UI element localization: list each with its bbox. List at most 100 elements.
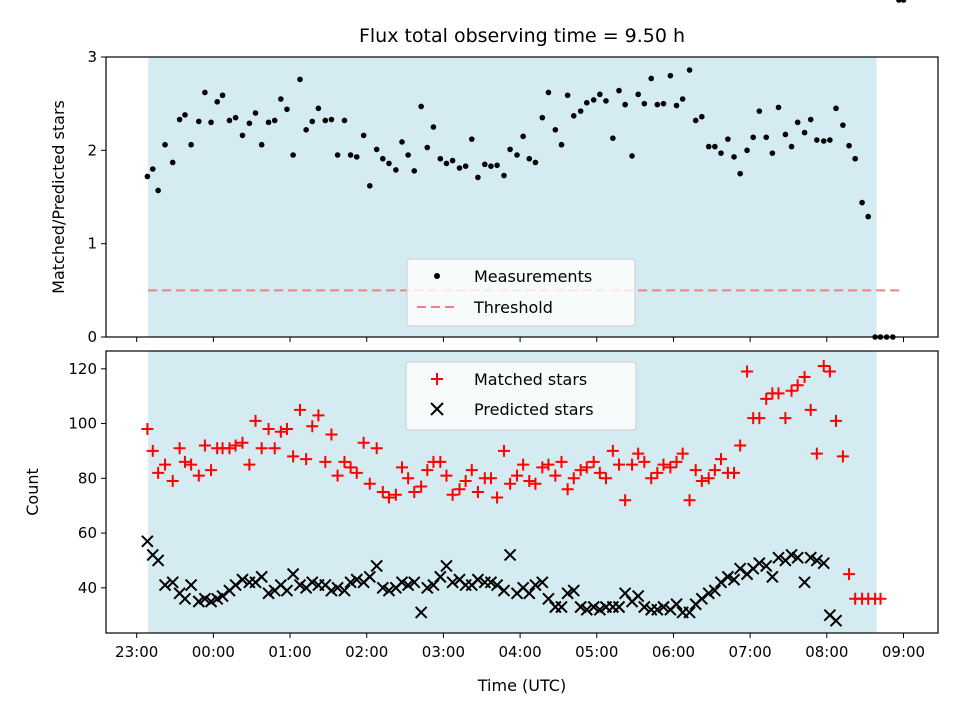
matched-point (376, 486, 389, 498)
measurement-point (246, 120, 253, 127)
predicted-point (683, 606, 696, 619)
measurement-point (322, 117, 329, 124)
matched-point (236, 436, 249, 449)
predicted-point (350, 573, 363, 586)
predicted-point (395, 576, 409, 589)
matched-point (440, 469, 453, 482)
matched-point (249, 414, 262, 427)
measurement-point (507, 146, 513, 153)
measurement-point (386, 160, 392, 167)
predicted-point (714, 576, 728, 589)
measurement-point (258, 141, 265, 148)
measurement-point (603, 98, 609, 104)
predicted-point (286, 567, 300, 581)
predicted-point (785, 548, 798, 562)
matched-point (389, 488, 402, 501)
measurement-point (208, 119, 214, 126)
predicted-point (280, 584, 294, 597)
matched-point (689, 464, 702, 477)
measurement-point (188, 141, 194, 148)
bottom-y-axis: 40 60 80 100 120 (68, 360, 106, 597)
matched-point (785, 384, 798, 397)
predicted-point (760, 559, 773, 573)
predicted-point (733, 562, 747, 575)
predicted-point (293, 578, 307, 592)
matched-point (415, 480, 428, 493)
measurement-point (380, 155, 386, 162)
predicted-point (331, 581, 344, 595)
predicted-point (192, 595, 205, 608)
predicted-point (471, 573, 485, 586)
bottom-y-tick-label: 60 (78, 524, 97, 542)
measurement-point (539, 114, 546, 121)
matched-point (504, 477, 517, 490)
measurement-point (635, 91, 641, 98)
measurement-point (278, 96, 284, 102)
measurement-point (411, 168, 418, 174)
measurement-point (648, 75, 655, 82)
predicted-point (574, 600, 587, 614)
predicted-point (216, 589, 229, 603)
matched-point (382, 491, 395, 504)
chart-title: Flux total observing time = 9.50 h (359, 25, 685, 47)
matched-point (619, 494, 632, 507)
measurement-point (290, 152, 296, 158)
matched-point (587, 455, 600, 468)
predicted-point (638, 600, 651, 614)
matched-point (408, 486, 421, 498)
x-tick-label: 08:00 (805, 643, 848, 661)
measurement-point (699, 113, 705, 120)
predicted-point (561, 587, 574, 600)
measurement-point (239, 132, 246, 139)
predicted-point (490, 578, 504, 592)
matched-point (664, 461, 677, 474)
measurement-point (660, 100, 667, 107)
matched-point (830, 414, 843, 427)
matched-point (567, 472, 580, 485)
matched-point (670, 455, 683, 468)
predicted-point (810, 554, 824, 567)
matched-point (173, 442, 186, 455)
bottom-y-axis-label: Count (23, 468, 42, 516)
measurement-point (900, 0, 907, 3)
matched-point (760, 392, 773, 405)
measurement-point (692, 117, 699, 124)
measurement-point (366, 183, 373, 189)
matched-point (484, 472, 497, 485)
predicted-point (204, 595, 218, 608)
matched-point (185, 458, 198, 471)
measurement-point (820, 138, 827, 144)
measurement-point (501, 172, 507, 179)
predicted-point (657, 600, 670, 614)
measurement-point (297, 76, 303, 83)
x-tick-label: 09:00 (882, 643, 925, 661)
measurement-point (162, 141, 168, 148)
bottom-legend-box (405, 361, 637, 431)
measurement-points (144, 0, 907, 340)
matched-point (434, 455, 447, 468)
measurement-point (801, 129, 808, 136)
measurement-point (775, 104, 782, 111)
measurement-point (705, 143, 712, 150)
top-y-tick-label: 2 (87, 141, 97, 159)
matched-point (338, 455, 351, 468)
predicted-point (229, 578, 242, 592)
measurement-point (347, 152, 354, 158)
predicted-point (791, 551, 804, 564)
matched-point (344, 461, 357, 474)
matched-point (779, 412, 792, 425)
matched-point (638, 455, 651, 468)
predicted-point (593, 603, 607, 616)
measurement-point (712, 143, 718, 150)
matched-point (728, 466, 741, 479)
bottom-x-axis: 23:00 00:00 01:00 02:00 03:00 04:00 05:00 06:00… (115, 633, 925, 661)
measurement-point (449, 157, 456, 164)
matched-point (626, 458, 639, 471)
matched-point (791, 379, 804, 392)
measurement-point (570, 113, 577, 119)
measurement-point (214, 99, 220, 105)
measurement-point (667, 72, 674, 79)
matched-point (555, 455, 568, 468)
top-y-tick-label: 3 (87, 48, 97, 66)
matched-point (613, 458, 626, 471)
